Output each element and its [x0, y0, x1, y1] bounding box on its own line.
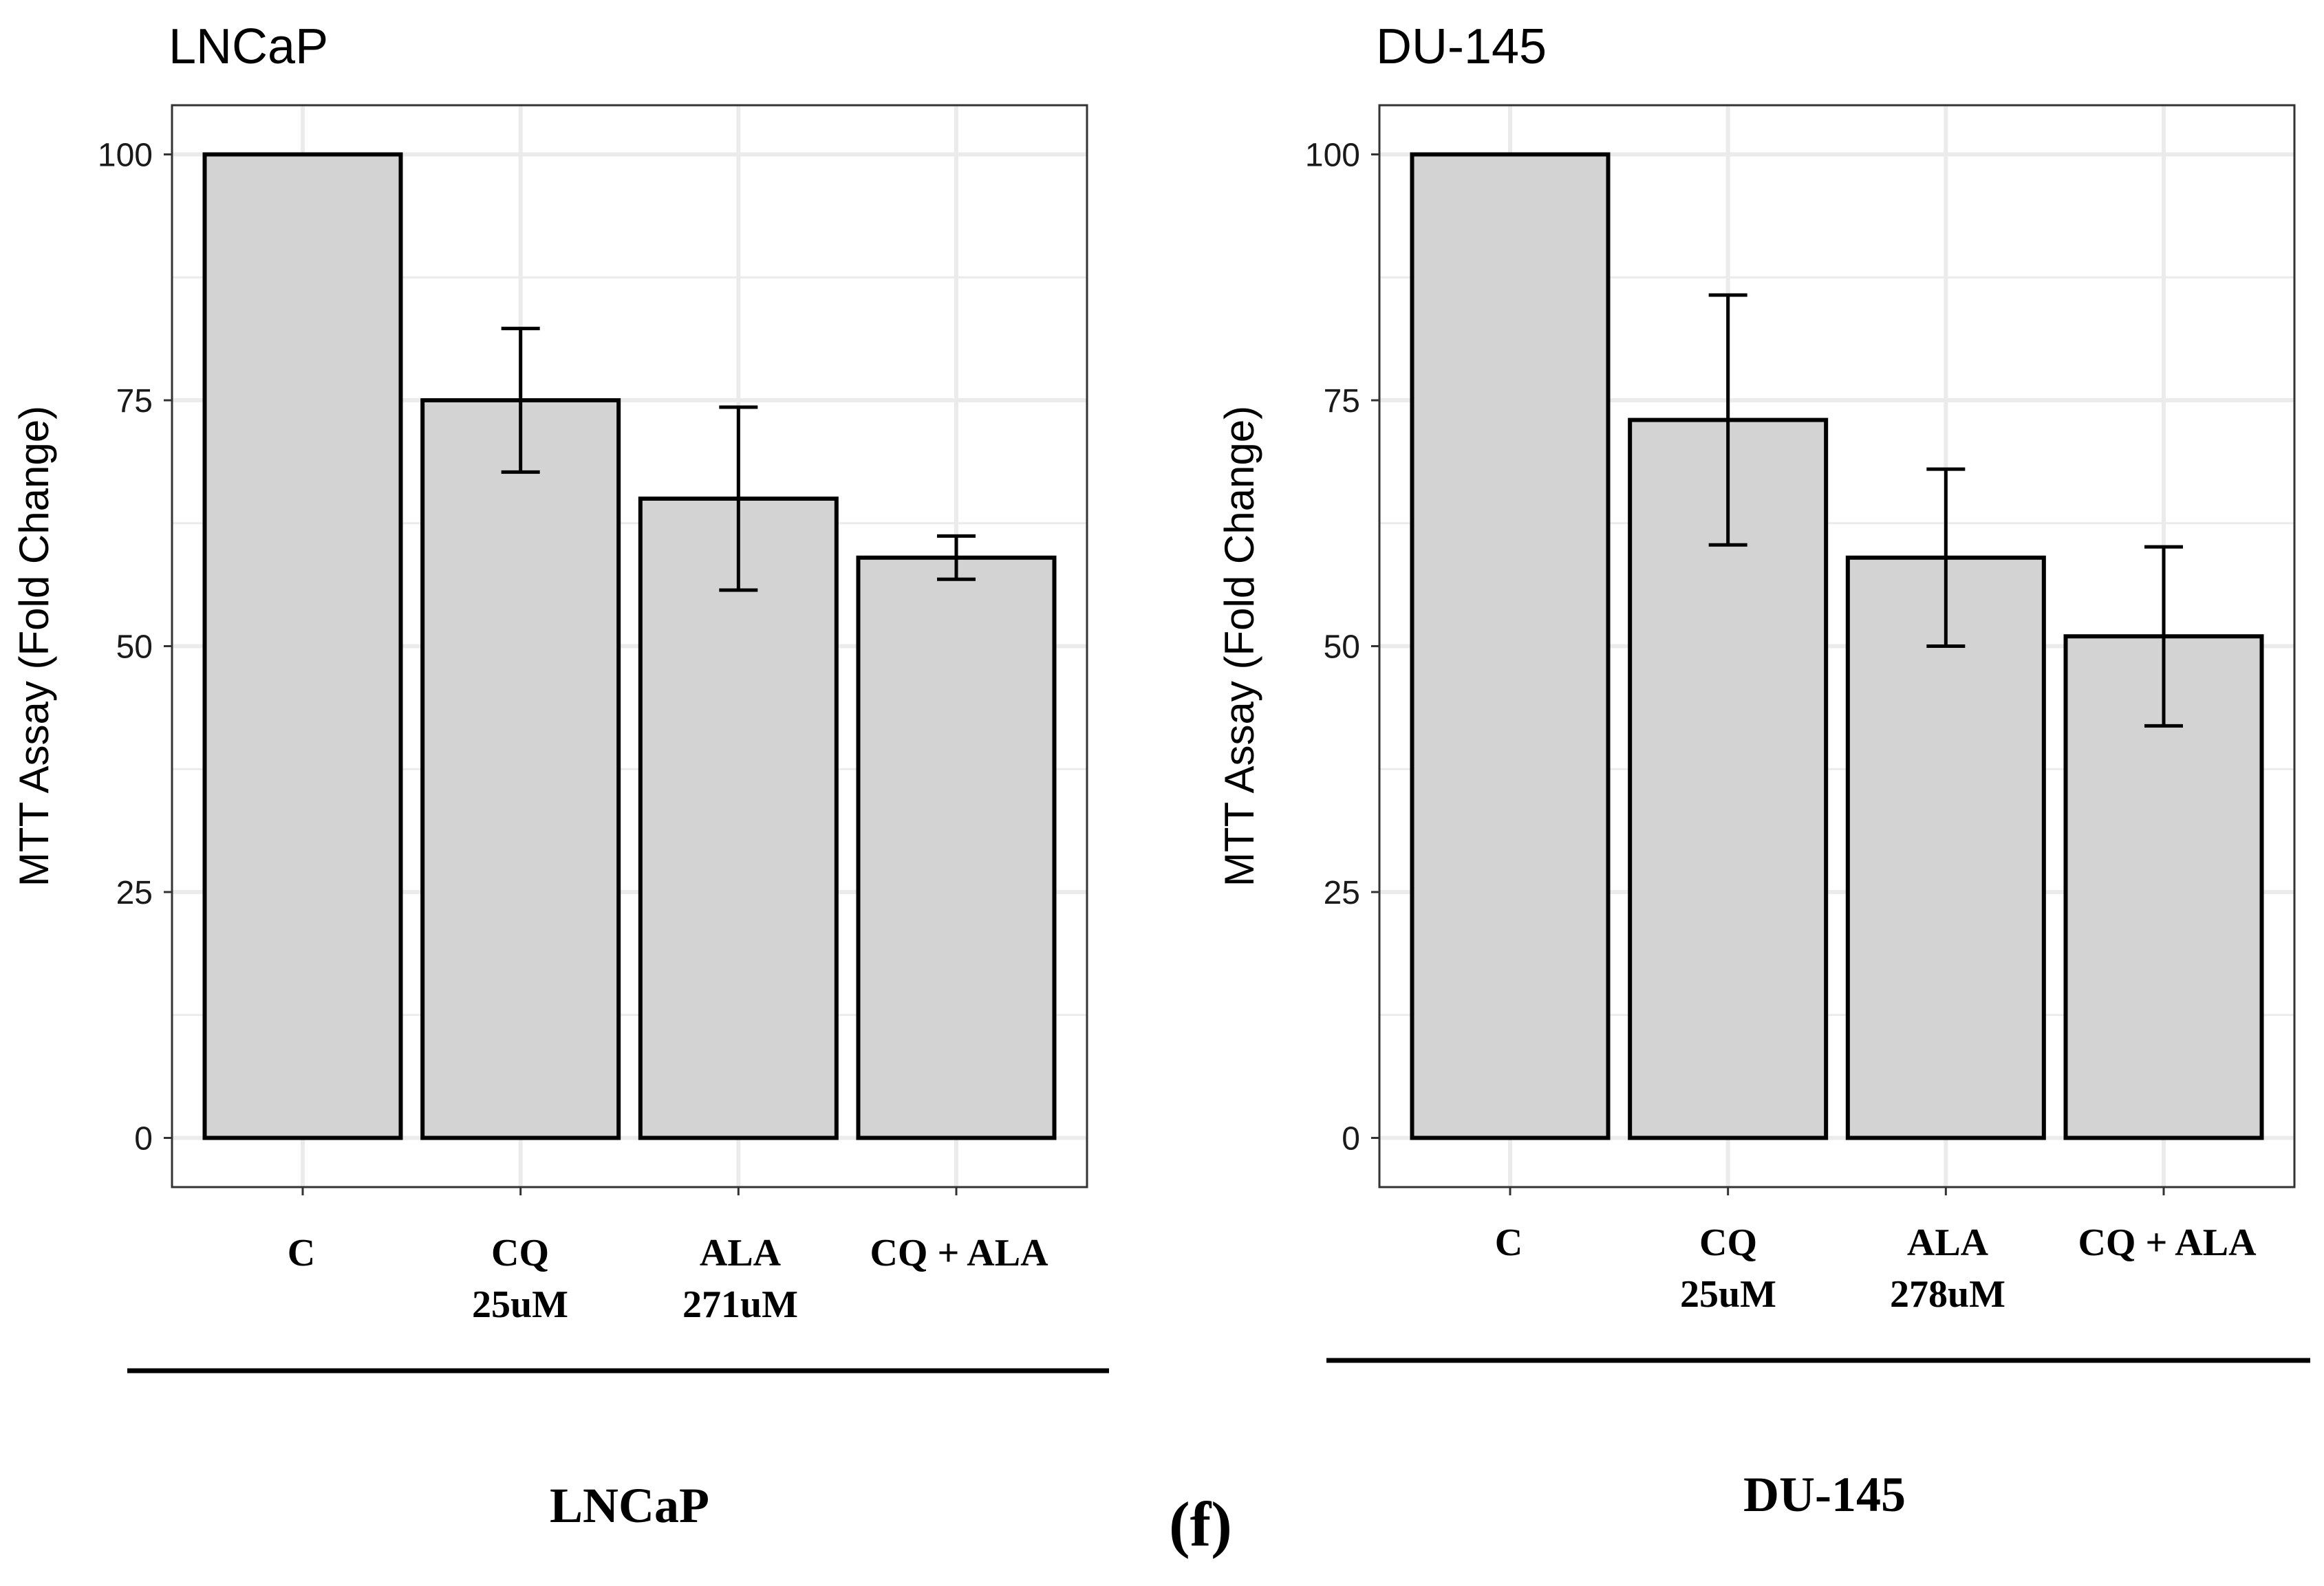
- x-category-label: CQ + ALA: [870, 1232, 1048, 1274]
- x-category-label: CQ: [1699, 1221, 1757, 1264]
- y-tick-label: 50: [1324, 629, 1360, 666]
- figure-label: (f): [1169, 1489, 1232, 1559]
- bar: [856, 555, 1057, 1140]
- y-tick-label: 50: [116, 629, 153, 666]
- chart-title: DU-145: [1376, 19, 1547, 74]
- bar: [202, 152, 403, 1140]
- y-axis-title: MTT Assay (Fold Change): [1216, 406, 1262, 887]
- chart-du145: 0 25 50 75 100 C CQ 25uM ALA 278uM CQ + ALA MTT Ass…: [1216, 19, 2296, 1316]
- x-category-sublabel: 25uM: [472, 1283, 568, 1326]
- x-category-sublabel: 271uM: [682, 1283, 798, 1326]
- bar: [2063, 634, 2264, 1140]
- lncap-group-label: LNCaP: [550, 1478, 709, 1533]
- chart-lncap: 0 25 50 75 100 C CQ 25uM ALA 271uM CQ + ALA MTT Ass…: [11, 19, 1088, 1326]
- x-category-label: ALA: [700, 1232, 782, 1274]
- y-tick-label: 75: [116, 383, 153, 420]
- y-tick-label: 0: [1342, 1121, 1360, 1158]
- x-category-label: C: [1495, 1221, 1523, 1264]
- x-category-sublabel: 25uM: [1680, 1273, 1776, 1316]
- y-tick-label: 25: [116, 875, 153, 911]
- y-axis-title: MTT Assay (Fold Change): [11, 406, 57, 887]
- bar: [1845, 555, 2046, 1140]
- bar: [638, 497, 839, 1140]
- bar: [1410, 152, 1611, 1140]
- y-tick-label: 0: [134, 1121, 153, 1158]
- du145-group-label: DU-145: [1743, 1467, 1906, 1522]
- y-tick-label: 100: [1305, 138, 1360, 174]
- y-tick-label: 100: [98, 138, 153, 174]
- x-category-label: CQ: [491, 1232, 549, 1274]
- x-category-sublabel: 278uM: [1890, 1273, 2005, 1316]
- x-category-label: CQ + ALA: [2078, 1221, 2257, 1264]
- x-category-label: C: [288, 1232, 315, 1274]
- y-tick-label: 25: [1324, 875, 1360, 911]
- x-category-label: ALA: [1907, 1221, 1989, 1264]
- y-tick-label: 75: [1324, 383, 1360, 420]
- bar: [420, 398, 621, 1140]
- chart-title: LNCaP: [169, 19, 328, 74]
